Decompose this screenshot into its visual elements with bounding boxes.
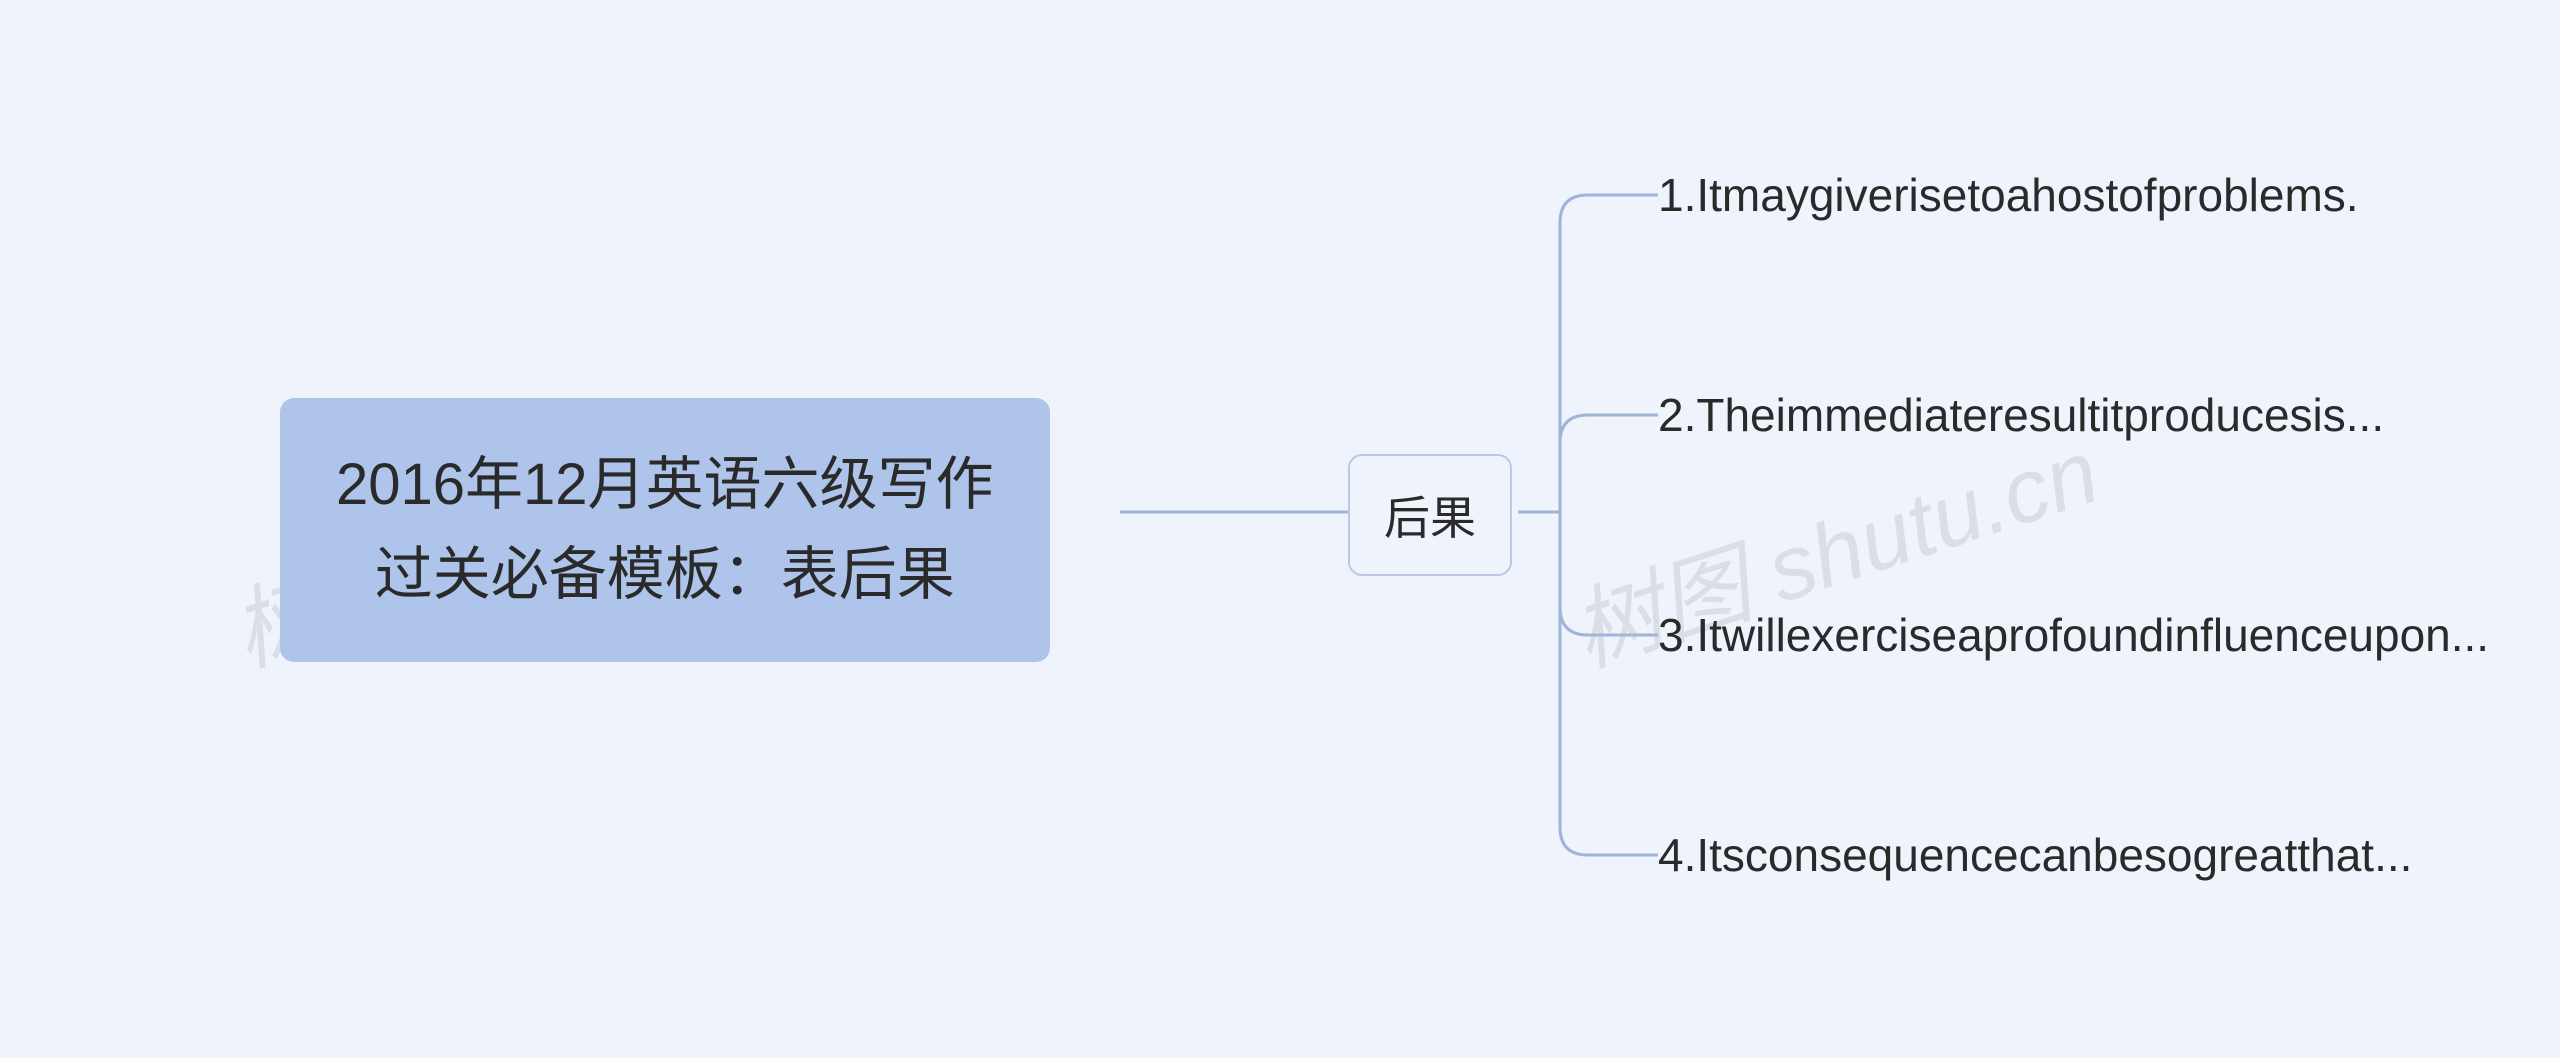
mindmap-leaf-node[interactable]: 2.Theimmediateresultitproducesis...	[1658, 388, 2384, 442]
leaf-text: 3.Itwillexerciseaprofoundinfluenceupon..…	[1658, 609, 2489, 661]
mindmap-sub-node[interactable]: 后果	[1348, 454, 1512, 576]
root-text-line2: 过关必备模板：表后果	[375, 542, 955, 607]
sub-node-text: 后果	[1384, 492, 1476, 544]
mindmap-leaf-node[interactable]: 1.Itmaygiverisetoahostofproblems.	[1658, 168, 2359, 222]
leaf-text: 1.Itmaygiverisetoahostofproblems.	[1658, 169, 2359, 221]
mindmap-root-node[interactable]: 2016年12月英语六级写作 过关必备模板：表后果	[280, 398, 1050, 662]
root-text-line1: 2016年12月英语六级写作	[336, 452, 994, 517]
leaf-text: 4.Itsconsequencecanbesogreatthat...	[1658, 829, 2412, 881]
leaf-text: 2.Theimmediateresultitproducesis...	[1658, 389, 2384, 441]
mindmap-leaf-node[interactable]: 3.Itwillexerciseaprofoundinfluenceupon..…	[1658, 608, 2489, 662]
mindmap-leaf-node[interactable]: 4.Itsconsequencecanbesogreatthat...	[1658, 828, 2412, 882]
